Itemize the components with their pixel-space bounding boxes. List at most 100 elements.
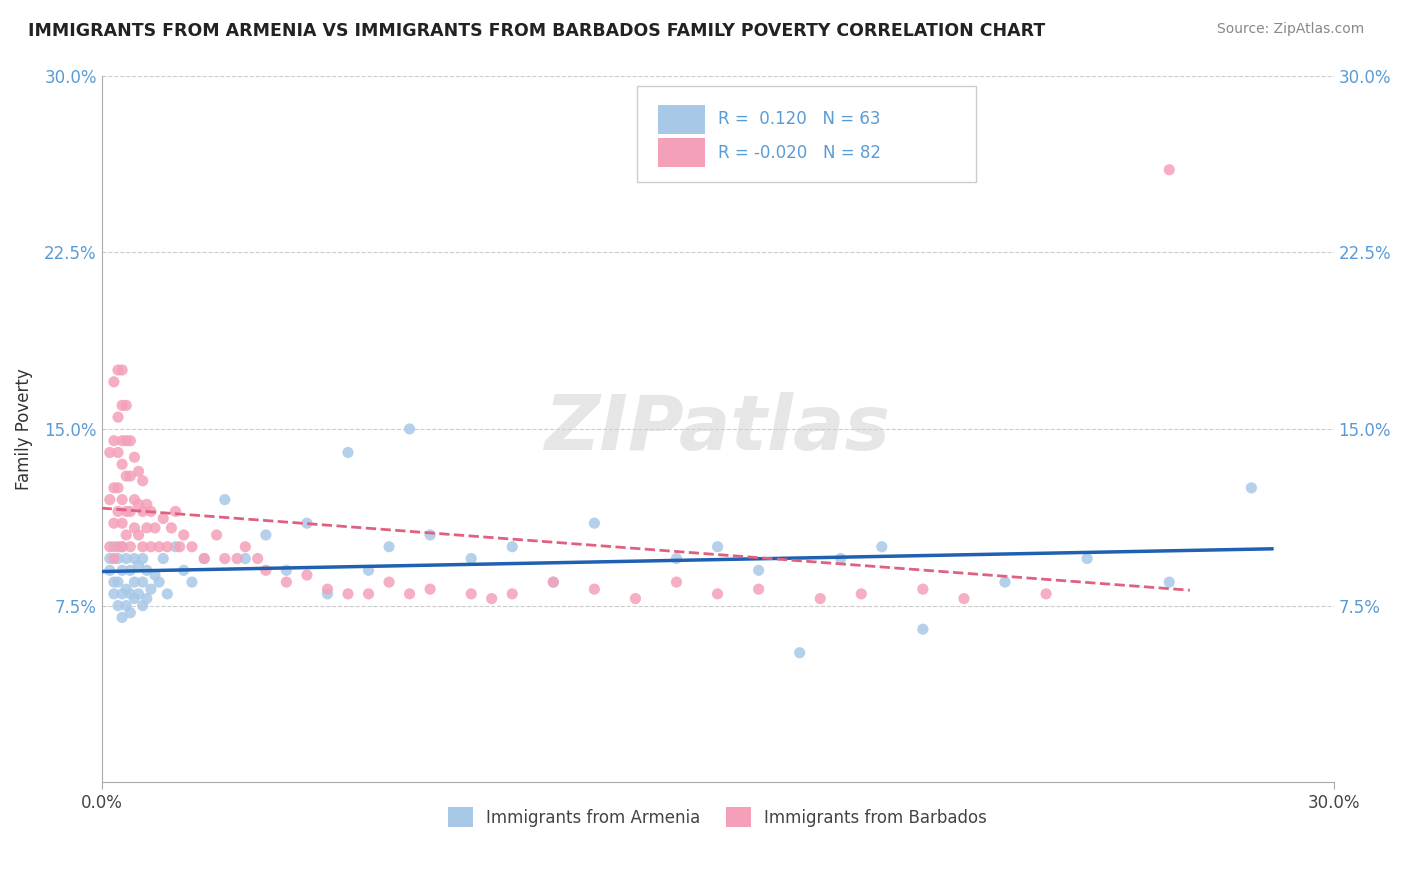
Point xyxy=(131,599,153,613)
Point xyxy=(115,434,138,448)
Point xyxy=(98,445,121,459)
Point xyxy=(173,563,195,577)
Point xyxy=(103,551,125,566)
Point xyxy=(98,492,121,507)
Point xyxy=(152,551,174,566)
Point xyxy=(233,540,256,554)
Point xyxy=(103,481,125,495)
Point xyxy=(115,551,138,566)
Point xyxy=(135,521,157,535)
Point xyxy=(276,575,298,590)
Point xyxy=(254,563,277,577)
Point xyxy=(124,492,146,507)
Point xyxy=(120,587,142,601)
Text: IMMIGRANTS FROM ARMENIA VS IMMIGRANTS FROM BARBADOS FAMILY POVERTY CORRELATION C: IMMIGRANTS FROM ARMENIA VS IMMIGRANTS FR… xyxy=(28,22,1046,40)
Point xyxy=(1076,551,1098,566)
Point xyxy=(193,551,215,566)
Point xyxy=(254,528,277,542)
Point xyxy=(830,551,852,566)
Point xyxy=(1240,481,1263,495)
Text: R = -0.020   N = 82: R = -0.020 N = 82 xyxy=(717,144,880,161)
Point xyxy=(135,563,157,577)
Point xyxy=(398,422,420,436)
Point xyxy=(98,551,121,566)
Point xyxy=(583,582,606,596)
Point xyxy=(131,540,153,554)
Point xyxy=(128,558,150,573)
Point xyxy=(378,575,401,590)
Point xyxy=(128,528,150,542)
Point xyxy=(131,504,153,518)
Point xyxy=(107,363,129,377)
Point xyxy=(120,504,142,518)
Bar xyxy=(658,137,706,168)
Point xyxy=(357,563,380,577)
Point xyxy=(124,450,146,465)
Point xyxy=(152,511,174,525)
Point xyxy=(111,587,134,601)
Point xyxy=(103,575,125,590)
Point xyxy=(870,540,893,554)
Point xyxy=(115,582,138,596)
Point xyxy=(115,469,138,483)
Point xyxy=(398,587,420,601)
Point xyxy=(111,434,134,448)
Point xyxy=(111,516,134,531)
Point xyxy=(295,516,318,531)
Point xyxy=(103,540,125,554)
Point xyxy=(583,516,606,531)
Point xyxy=(748,582,770,596)
Point xyxy=(139,582,162,596)
Point xyxy=(543,575,565,590)
Point xyxy=(131,474,153,488)
Point xyxy=(1035,587,1057,601)
Point xyxy=(107,551,129,566)
Point xyxy=(169,540,191,554)
Point xyxy=(120,434,142,448)
Point xyxy=(665,575,688,590)
Point xyxy=(501,540,523,554)
Point xyxy=(124,551,146,566)
Point xyxy=(419,528,441,542)
Point xyxy=(851,587,873,601)
Text: R =  0.120   N = 63: R = 0.120 N = 63 xyxy=(717,111,880,128)
Text: ZIPatlas: ZIPatlas xyxy=(544,392,890,466)
Point xyxy=(808,591,831,606)
Point xyxy=(214,551,236,566)
Point xyxy=(378,540,401,554)
Point xyxy=(295,568,318,582)
Point xyxy=(336,445,359,459)
Point xyxy=(165,504,187,518)
Point xyxy=(115,398,138,412)
Point xyxy=(124,521,146,535)
Point xyxy=(120,563,142,577)
Point xyxy=(165,540,187,554)
Point xyxy=(214,492,236,507)
Point xyxy=(156,540,179,554)
Point xyxy=(111,540,134,554)
Point xyxy=(103,375,125,389)
Point xyxy=(103,516,125,531)
Point xyxy=(357,587,380,601)
Point xyxy=(173,528,195,542)
Point xyxy=(148,575,170,590)
Point xyxy=(128,497,150,511)
Point xyxy=(624,591,647,606)
Y-axis label: Family Poverty: Family Poverty xyxy=(15,368,32,490)
Point xyxy=(98,540,121,554)
Point xyxy=(181,540,204,554)
Point xyxy=(501,587,523,601)
Point xyxy=(107,445,129,459)
Point xyxy=(233,551,256,566)
Point xyxy=(789,646,811,660)
Point xyxy=(193,551,215,566)
Point xyxy=(911,622,934,636)
Point xyxy=(107,540,129,554)
Point xyxy=(143,521,166,535)
Point xyxy=(107,504,129,518)
FancyBboxPatch shape xyxy=(637,87,976,182)
Point xyxy=(706,540,728,554)
Point xyxy=(120,540,142,554)
Point xyxy=(706,587,728,601)
Point xyxy=(111,563,134,577)
